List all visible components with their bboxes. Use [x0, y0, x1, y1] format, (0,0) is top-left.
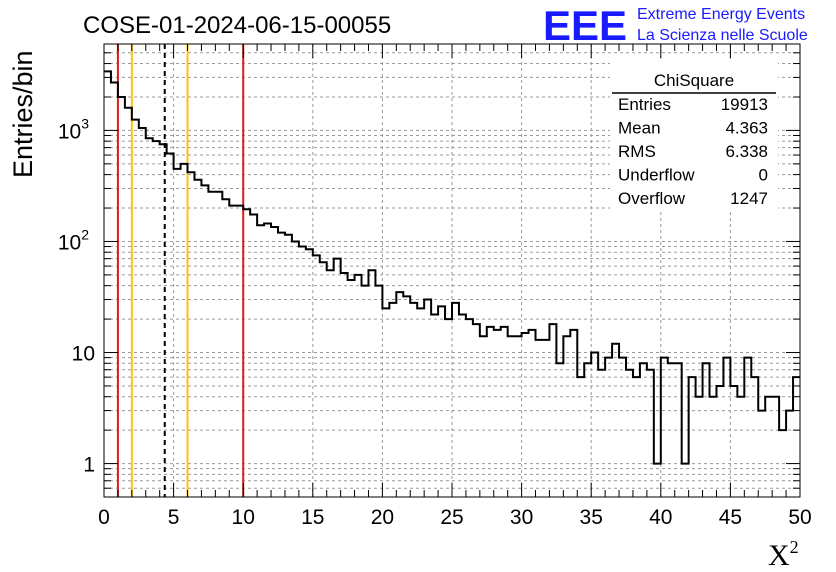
- x-tick-labels: 0 5 10 15 20 25 30 35 40 45 50: [98, 506, 812, 529]
- stats-label: Overflow: [618, 189, 686, 208]
- x-tick-label: 5: [168, 506, 180, 529]
- eee-logo-text: EEE: [543, 2, 627, 49]
- stats-value: 19913: [721, 95, 768, 114]
- y-axis-label: Entries/bin: [8, 50, 38, 178]
- chart-title: COSE-01-2024-06-15-00055: [83, 12, 391, 39]
- y-tick-label: 10: [72, 343, 95, 366]
- eee-logo-line1: Extreme Energy Events: [637, 6, 805, 23]
- y-tick-labels: 1 10 102 103: [58, 115, 95, 476]
- stats-value: 4.363: [725, 119, 768, 138]
- x-tick-label: 20: [371, 506, 394, 529]
- y-tick-label: 102: [58, 226, 89, 254]
- stats-box-background: [610, 62, 778, 210]
- stats-value: 0: [759, 166, 768, 185]
- stats-title: ChiSquare: [654, 71, 734, 90]
- axis-ticks: [103, 43, 801, 498]
- stats-label: Entries: [618, 95, 671, 114]
- x-tick-label: 45: [719, 506, 742, 529]
- y-tick-label: 103: [58, 115, 89, 143]
- x-axis-label: X2: [768, 537, 799, 572]
- x-tick-label: 30: [510, 506, 533, 529]
- stats-rows: Entries 19913 Mean 4.363 RMS 6.338 Underflow 0 O…: [618, 95, 768, 208]
- stats-label: RMS: [618, 142, 656, 161]
- stats-value: 1247: [730, 189, 768, 208]
- x-tick-label: 15: [301, 506, 324, 529]
- x-tick-label: 25: [440, 506, 463, 529]
- stats-value: 6.338: [725, 142, 768, 161]
- x-tick-label: 10: [232, 506, 255, 529]
- eee-logo-line2: La Scienza nelle Scuole: [637, 27, 808, 44]
- stats-box: ChiSquare Entries 19913 Mean 4.363 RMS 6.338 U…: [610, 62, 778, 210]
- x-tick-label: 50: [788, 506, 811, 529]
- x-tick-label: 40: [649, 506, 672, 529]
- x-tick-label: 0: [98, 506, 110, 529]
- y-tick-label: 1: [83, 454, 95, 477]
- eee-logo: EEE Extreme Energy Events La Scienza nel…: [543, 2, 808, 49]
- histogram-line: [104, 70, 800, 465]
- stats-label: Underflow: [618, 166, 695, 185]
- x-tick-label: 35: [580, 506, 603, 529]
- stats-label: Mean: [618, 119, 661, 138]
